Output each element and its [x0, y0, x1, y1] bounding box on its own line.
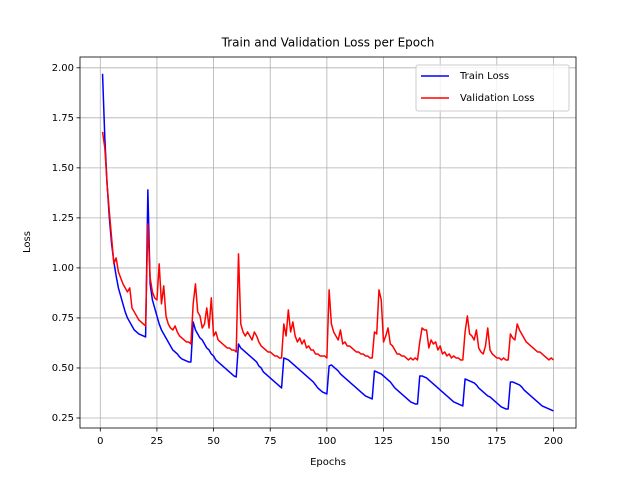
data-line	[101, 131, 554, 361]
x-tick-label: 0	[97, 436, 103, 447]
x-tick-label: 25	[151, 436, 164, 447]
y-tick-label: 1.75	[52, 113, 74, 124]
x-tick-label: 125	[374, 436, 393, 447]
x-tick-label: 50	[207, 436, 220, 447]
legend-label: Validation Loss	[460, 93, 535, 104]
x-tick-label: 150	[431, 436, 450, 447]
x-tick-label: 175	[487, 436, 506, 447]
x-tick-label: 75	[264, 436, 277, 447]
x-tick-label: 200	[544, 436, 563, 447]
y-tick-label: 0.75	[52, 313, 74, 324]
x-tick-label: 100	[317, 436, 336, 447]
data-line	[101, 73, 554, 412]
y-tick-label: 2.00	[52, 63, 74, 74]
y-tick-label: 0.50	[52, 363, 74, 374]
legend-label: Train Loss	[459, 71, 509, 82]
chart-title: Train and Validation Loss per Epoch	[221, 36, 435, 50]
y-tick-label: 1.25	[52, 213, 74, 224]
y-tick-label: 0.25	[52, 413, 74, 424]
x-axis-label: Epochs	[310, 457, 346, 468]
y-axis-label: Loss	[22, 231, 33, 253]
y-tick-label: 1.00	[52, 263, 74, 274]
legend-box	[415, 64, 570, 112]
plot-frame	[79, 56, 577, 429]
y-tick-label: 1.50	[52, 163, 74, 174]
